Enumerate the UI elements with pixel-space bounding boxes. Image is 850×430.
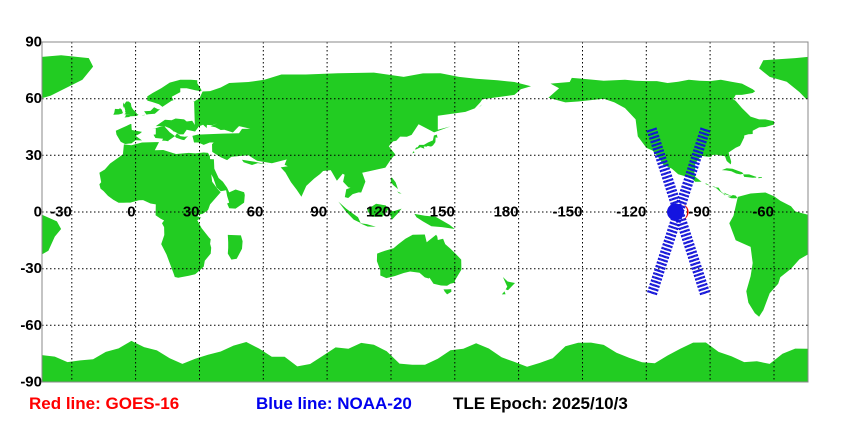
svg-text:150: 150	[430, 204, 455, 221]
svg-text:Red line: GOES-16: Red line: GOES-16	[29, 394, 179, 413]
svg-text:180: 180	[494, 204, 519, 221]
svg-text:-90: -90	[20, 374, 42, 391]
svg-text:0: 0	[34, 204, 42, 221]
svg-text:120: 120	[366, 204, 391, 221]
svg-text:0: 0	[127, 204, 135, 221]
svg-text:-120: -120	[616, 204, 646, 221]
svg-text:60: 60	[247, 204, 264, 221]
svg-text:Blue line: NOAA-20: Blue line: NOAA-20	[256, 394, 412, 413]
svg-text:-60: -60	[752, 204, 774, 221]
svg-text:TLE Epoch: 2025/10/3: TLE Epoch: 2025/10/3	[453, 394, 628, 413]
svg-text:30: 30	[183, 204, 200, 221]
svg-text:-30: -30	[50, 204, 72, 221]
svg-text:-90: -90	[688, 204, 710, 221]
svg-text:-150: -150	[552, 204, 582, 221]
svg-text:-30: -30	[20, 260, 42, 277]
svg-text:90: 90	[25, 34, 42, 51]
svg-text:-60: -60	[20, 317, 42, 334]
svg-text:60: 60	[25, 90, 42, 107]
svg-text:90: 90	[310, 204, 327, 221]
svg-text:30: 30	[25, 147, 42, 164]
